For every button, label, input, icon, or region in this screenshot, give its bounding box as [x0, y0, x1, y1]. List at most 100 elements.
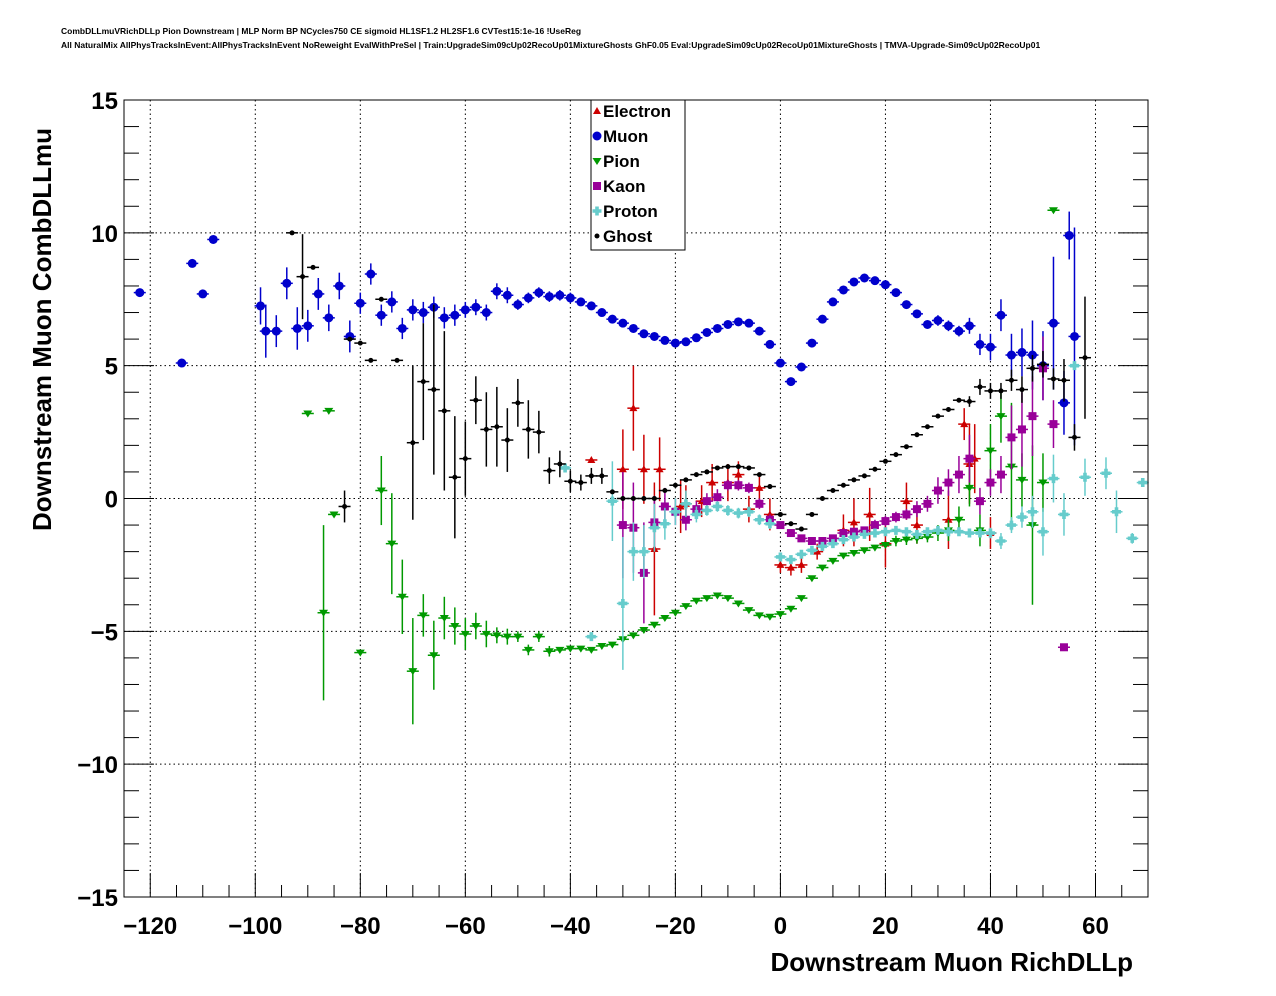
marker [431, 387, 437, 393]
marker [292, 323, 302, 333]
marker [723, 505, 733, 515]
data-point-ghost [543, 457, 556, 484]
marker [786, 555, 796, 565]
marker [607, 314, 617, 324]
data-point-muon [490, 283, 503, 300]
marker [649, 331, 659, 341]
marker [630, 496, 636, 501]
data-point-electron [706, 463, 719, 502]
marker [1017, 476, 1027, 484]
marker [872, 466, 878, 472]
marker [504, 437, 510, 443]
marker [849, 532, 859, 542]
data-point-pion [543, 645, 556, 657]
marker [1082, 355, 1088, 361]
marker [796, 595, 806, 603]
marker [651, 496, 657, 501]
data-point-muon [952, 325, 965, 337]
data-point-muon [186, 258, 199, 268]
marker [586, 632, 596, 642]
x-tick-label: −120 [123, 913, 177, 940]
y-tick-labels: −15 −10 −5 0 5 10 15 [77, 88, 118, 912]
marker [618, 318, 628, 328]
data-point-proton [1099, 457, 1112, 490]
data-point-pion [627, 632, 640, 640]
legend-entry-kaon: Kaon [593, 177, 646, 196]
marker [691, 333, 701, 343]
marker [880, 541, 890, 549]
data-point-electron [627, 365, 640, 451]
marker [534, 288, 544, 298]
marker [397, 323, 407, 333]
data-point-muon [385, 291, 398, 313]
data-point-pion [511, 631, 524, 642]
marker [208, 234, 218, 244]
data-point-ghost [858, 473, 871, 479]
marker [397, 593, 407, 601]
marker [681, 603, 691, 611]
marker [807, 575, 817, 583]
data-point-kaon [847, 527, 860, 536]
data-point-kaon [816, 537, 829, 546]
data-point-kaon [931, 477, 944, 504]
marker [502, 290, 512, 300]
data-point-proton [837, 535, 850, 545]
marker [865, 510, 874, 518]
data-point-proton [669, 498, 682, 526]
data-point-muon [522, 292, 535, 304]
marker [420, 379, 426, 385]
data-point-muon [879, 280, 892, 290]
data-point-ghost [553, 450, 566, 478]
marker [914, 432, 920, 438]
x-tick-label: −40 [550, 913, 591, 940]
marker [807, 537, 816, 546]
marker [693, 472, 699, 478]
marker [880, 280, 890, 290]
marker [324, 313, 334, 323]
marker [960, 420, 969, 428]
marker [1017, 425, 1026, 434]
legend-entry-electron: Electron [593, 102, 671, 121]
data-point-proton [879, 527, 892, 537]
data-point-kaon [1005, 405, 1018, 470]
series-proton [559, 361, 1149, 670]
marker [849, 518, 858, 526]
data-point-muon [690, 333, 703, 343]
marker [775, 358, 785, 368]
marker [935, 413, 941, 419]
data-point-ghost [679, 477, 692, 483]
marker [347, 336, 353, 342]
marker [713, 493, 722, 502]
legend-label: Kaon [603, 177, 646, 196]
legend-label: Ghost [603, 227, 652, 246]
legend-marker-proton-icon [592, 206, 602, 216]
marker [586, 301, 596, 311]
data-point-muon [847, 277, 860, 287]
data-point-pion [669, 609, 682, 617]
marker [1017, 347, 1027, 357]
legend-marker-muon-icon [592, 131, 602, 141]
y-axis-title: Downstream Muon CombDLLmu [27, 128, 57, 531]
marker [1059, 643, 1068, 652]
marker [733, 508, 743, 518]
data-point-kaon [1015, 392, 1028, 467]
marker [441, 408, 447, 414]
marker [965, 454, 974, 463]
marker [817, 314, 827, 324]
data-point-ghost [307, 264, 320, 270]
data-point-kaon [784, 529, 797, 538]
marker [639, 547, 649, 557]
data-point-proton [973, 528, 986, 538]
marker [525, 426, 531, 432]
marker [460, 305, 470, 315]
marker [912, 521, 921, 529]
marker [1061, 377, 1067, 383]
data-point-muon [375, 304, 388, 326]
data-point-muon [1063, 211, 1076, 260]
marker [712, 323, 722, 333]
marker [702, 327, 712, 337]
data-point-muon [1015, 328, 1028, 377]
data-point-kaon [889, 511, 902, 523]
data-point-proton [816, 541, 829, 551]
marker [1027, 507, 1037, 517]
